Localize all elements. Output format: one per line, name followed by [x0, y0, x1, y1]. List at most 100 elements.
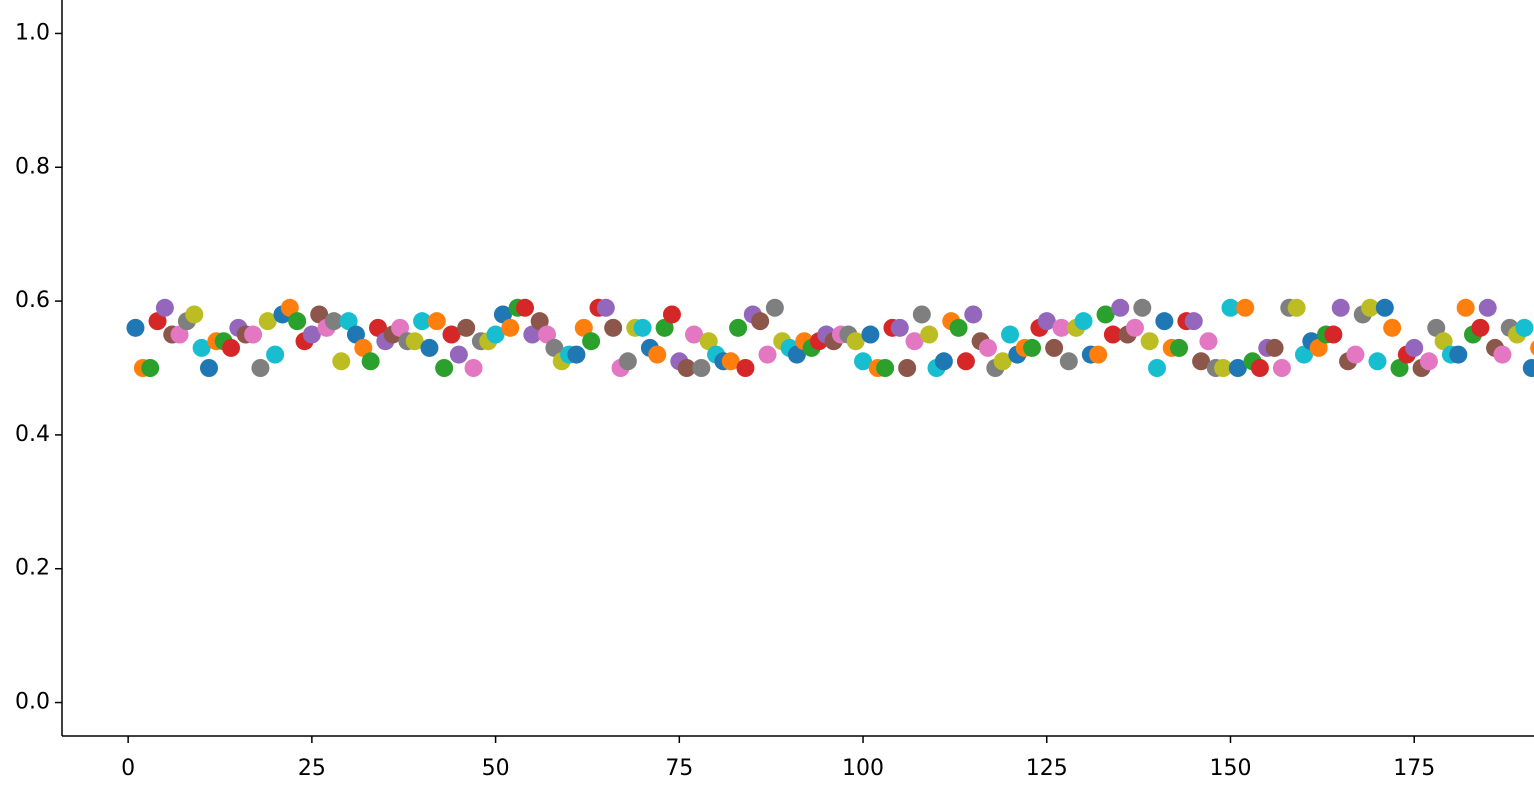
point	[956, 352, 975, 371]
point	[655, 318, 674, 337]
point	[1456, 298, 1475, 317]
point	[1214, 359, 1233, 377]
point	[1522, 359, 1534, 377]
point	[765, 298, 784, 317]
point	[890, 318, 909, 337]
y-tick-label: 0.2	[15, 556, 50, 581]
point	[1368, 352, 1387, 371]
point	[1228, 359, 1247, 377]
point	[1405, 338, 1424, 357]
point	[1331, 298, 1350, 317]
point	[141, 359, 160, 377]
point	[1155, 312, 1174, 331]
point	[427, 312, 446, 331]
point	[685, 325, 704, 344]
point	[170, 325, 189, 344]
point	[435, 359, 454, 377]
point	[457, 318, 476, 337]
point	[861, 325, 880, 344]
point	[596, 298, 615, 317]
point	[964, 305, 983, 324]
point	[280, 298, 299, 317]
x-tick-label: 150	[1209, 756, 1251, 781]
x-tick-label: 125	[1026, 756, 1068, 781]
point	[192, 338, 211, 357]
point	[567, 345, 586, 364]
point	[758, 345, 777, 364]
point	[1125, 318, 1144, 337]
point	[126, 318, 145, 337]
point	[310, 305, 329, 324]
point	[1449, 345, 1468, 364]
plot-area	[126, 298, 1534, 377]
point	[1199, 332, 1218, 351]
point	[1133, 298, 1152, 317]
point	[155, 298, 174, 317]
point	[1294, 345, 1313, 364]
y-tick-label: 0.0	[15, 690, 50, 715]
point	[898, 359, 917, 377]
point	[332, 352, 351, 371]
point	[1272, 359, 1291, 377]
point	[876, 359, 895, 377]
point	[449, 345, 468, 364]
point	[493, 305, 512, 324]
point	[1045, 338, 1064, 357]
point	[339, 312, 358, 331]
point	[846, 332, 865, 351]
x-tick-label: 25	[298, 756, 326, 781]
point	[1515, 318, 1534, 337]
point	[199, 359, 218, 377]
point	[251, 359, 270, 377]
point	[1023, 338, 1042, 357]
x-tick-label: 100	[842, 756, 884, 781]
point	[1493, 345, 1512, 364]
point	[266, 345, 285, 364]
point	[692, 359, 711, 377]
point	[1287, 298, 1306, 317]
point	[729, 318, 748, 337]
x-tick-label: 0	[121, 756, 135, 781]
point	[978, 338, 997, 357]
point	[545, 338, 564, 357]
point	[1324, 325, 1343, 344]
point	[1001, 325, 1020, 344]
point	[346, 325, 365, 344]
point	[1037, 312, 1056, 331]
y-tick-label: 0.8	[15, 154, 50, 179]
point	[288, 312, 307, 331]
point	[515, 298, 534, 317]
point	[369, 318, 388, 337]
point	[582, 332, 601, 351]
point	[736, 359, 755, 377]
point	[677, 359, 696, 377]
point	[1192, 352, 1211, 371]
x-tick-label: 75	[665, 756, 693, 781]
point	[391, 318, 410, 337]
point	[618, 352, 637, 371]
point	[633, 318, 652, 337]
point	[538, 325, 557, 344]
y-tick-label: 1.0	[15, 20, 50, 45]
point	[854, 352, 873, 371]
point	[244, 325, 263, 344]
point	[1419, 352, 1438, 371]
point	[1250, 359, 1269, 377]
point	[302, 325, 321, 344]
point	[648, 345, 667, 364]
point	[1096, 305, 1115, 324]
point	[1111, 298, 1130, 317]
point	[464, 359, 483, 377]
point	[1471, 318, 1490, 337]
point	[912, 305, 931, 324]
point	[324, 312, 343, 331]
point	[1221, 298, 1240, 317]
point	[1375, 298, 1394, 317]
point	[523, 325, 542, 344]
point	[993, 352, 1012, 371]
x-tick-label: 175	[1393, 756, 1435, 781]
point	[699, 332, 718, 351]
point	[1390, 359, 1409, 377]
point	[1236, 298, 1255, 317]
